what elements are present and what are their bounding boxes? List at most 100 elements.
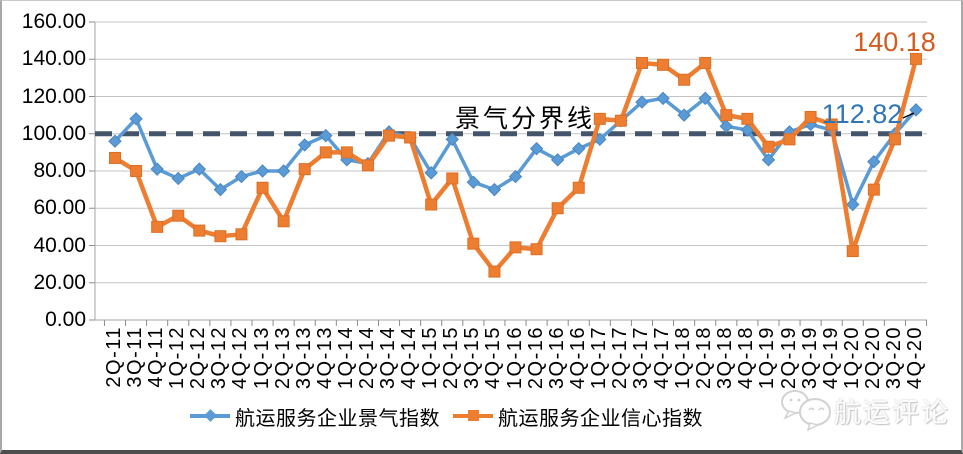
- data-point-marker: [509, 241, 522, 254]
- data-point-marker: [657, 58, 670, 71]
- x-axis-tick-label: 4Q-12: [229, 326, 252, 390]
- data-point-marker: [192, 162, 207, 176]
- data-point-marker: [108, 134, 122, 148]
- data-point-marker: [846, 197, 860, 212]
- data-point-marker: [383, 129, 396, 142]
- data-point-marker: [614, 114, 627, 127]
- data-point-marker: [572, 181, 585, 194]
- data-point-marker: [446, 172, 459, 185]
- series-line-1: [113, 58, 919, 274]
- data-point-marker: [340, 146, 353, 159]
- x-axis-tick-label: 4Q-20: [904, 326, 926, 390]
- data-point-marker: [698, 91, 712, 106]
- data-point-marker: [319, 146, 332, 159]
- watermark: 航运评论: [780, 388, 950, 432]
- data-point-marker: [130, 165, 143, 177]
- data-point-marker: [846, 245, 859, 258]
- data-point-marker: [150, 162, 164, 176]
- data-point-marker: [129, 112, 143, 126]
- data-point-marker: [109, 151, 121, 164]
- x-axis-tick-label: 1Q-16: [503, 326, 526, 390]
- legend-swatch-prosperity: [190, 408, 230, 424]
- data-point-marker: [719, 119, 733, 134]
- annotation-prosperity-value: 112.82: [821, 99, 903, 129]
- data-point-marker: [572, 141, 586, 156]
- data-point-marker: [529, 141, 544, 156]
- data-point-marker: [508, 169, 523, 184]
- data-point-marker: [825, 118, 838, 131]
- data-point-marker: [740, 123, 755, 137]
- data-point-marker: [635, 95, 649, 109]
- data-point-marker: [677, 108, 691, 122]
- data-point-marker: [298, 163, 311, 176]
- y-axis-tick-label: 160.00: [21, 10, 86, 33]
- data-point-marker: [235, 228, 248, 241]
- data-point-marker: [761, 153, 776, 167]
- data-point-marker: [276, 164, 291, 178]
- data-point-marker: [720, 109, 733, 122]
- data-point-marker: [172, 209, 185, 222]
- y-axis-tick-label: 100.00: [21, 121, 86, 145]
- data-point-marker: [151, 220, 164, 233]
- annotation-leader-line: [902, 112, 915, 119]
- data-point-marker: [678, 73, 691, 86]
- threshold-label: 景气分界线: [455, 105, 596, 133]
- data-point-marker: [551, 202, 564, 215]
- data-point-marker: [445, 132, 459, 147]
- data-point-marker: [487, 182, 502, 197]
- data-point-marker: [699, 56, 712, 69]
- legend-item-confidence-index: 航运服务企业信心指数: [453, 401, 703, 431]
- data-point-marker: [593, 112, 606, 125]
- data-point-marker: [656, 91, 670, 106]
- x-axis-tick-label: 2Q-19: [777, 326, 800, 390]
- data-point-marker: [762, 140, 775, 153]
- x-axis-tick-label: 4Q-15: [482, 326, 505, 390]
- data-point-marker: [404, 131, 417, 144]
- legend-swatch-confidence: [453, 408, 493, 424]
- diamond-marker-icon: [204, 409, 217, 422]
- y-axis-tick-label: 40.00: [33, 233, 86, 257]
- data-point-marker: [867, 154, 881, 169]
- data-point-marker: [635, 56, 648, 69]
- y-axis-tick-label: 20.00: [33, 270, 86, 294]
- x-axis-tick-label: 2Q-16: [524, 326, 547, 390]
- data-point-marker: [277, 215, 290, 228]
- data-point-marker: [298, 138, 312, 152]
- legend-label-prosperity: 航运服务企业景气指数: [235, 407, 440, 430]
- data-point-marker: [425, 198, 438, 211]
- data-point-marker: [888, 133, 901, 146]
- data-point-marker: [867, 183, 880, 196]
- data-point-marker: [466, 175, 481, 189]
- x-axis-tick-label: 1Q-19: [756, 326, 779, 390]
- legend-item-prosperity-index: 航运服务企业景气指数: [190, 401, 440, 431]
- data-point-marker: [424, 166, 438, 180]
- data-point-marker: [193, 224, 206, 237]
- data-point-marker: [467, 237, 480, 250]
- chat-bubbles-icon: [781, 390, 831, 432]
- data-point-marker: [214, 230, 227, 243]
- y-axis-tick-label: 60.00: [33, 196, 86, 220]
- data-point-marker: [783, 133, 796, 146]
- y-axis-tick-label: 0.00: [45, 308, 86, 331]
- data-point-marker: [530, 243, 543, 256]
- data-point-marker: [361, 159, 374, 172]
- y-axis-tick-label: 120.00: [21, 84, 86, 108]
- data-point-marker: [488, 265, 501, 278]
- watermark-text: 航运评论: [834, 397, 950, 428]
- x-axis-tick-label: 1Q-13: [250, 326, 273, 390]
- y-axis-tick-label: 80.00: [33, 159, 86, 182]
- data-point-marker: [213, 182, 228, 197]
- data-point-marker: [741, 112, 754, 125]
- annotation-confidence-value: 140.18: [853, 27, 936, 57]
- data-point-marker: [550, 153, 565, 167]
- y-axis-tick-label: 140.00: [21, 47, 86, 71]
- data-point-marker: [804, 110, 817, 123]
- square-marker-icon: [468, 410, 479, 421]
- data-point-marker: [255, 164, 270, 178]
- data-point-marker: [234, 169, 249, 184]
- x-axis-tick-label: 3Q-19: [798, 326, 821, 390]
- data-point-marker: [910, 52, 922, 65]
- legend-label-confidence: 航运服务企业信心指数: [498, 407, 703, 430]
